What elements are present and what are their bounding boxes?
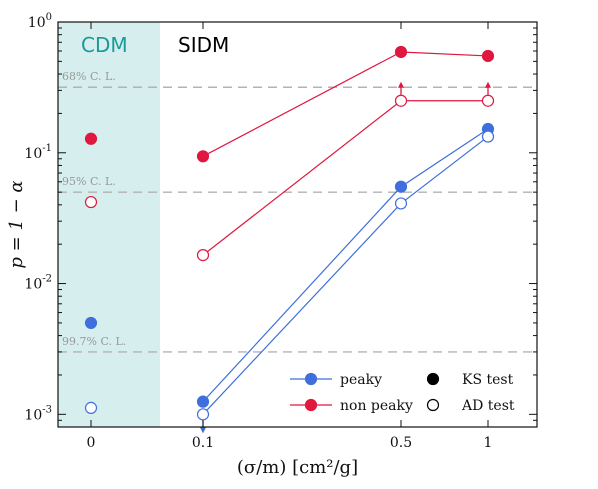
data-point — [84, 195, 98, 209]
legend-label: AD test — [461, 398, 515, 414]
legend-label: peaky — [340, 372, 382, 388]
data-point — [84, 401, 98, 414]
data-point — [394, 45, 408, 59]
x-tick-label: 1 — [484, 435, 493, 451]
y-tick-label: 100 — [28, 12, 52, 31]
region-label-cdm: CDM — [81, 33, 128, 57]
x-tick-label: 0 — [87, 435, 96, 451]
axis-ticks — [58, 21, 537, 428]
lower-limit-arrowhead — [485, 81, 491, 88]
series-lines — [202, 51, 489, 415]
legend-label: KS test — [462, 372, 514, 388]
legend-label: non peaky — [340, 398, 413, 414]
axis-labels: 0 0.1 0.5 1 10-3 10-2 10-1 100 (σ/m) [cm²/g] p = … — [6, 12, 492, 478]
reference-line-label: 95% C. L. — [62, 175, 116, 188]
reference-line-label: 99.7% C. L. — [62, 335, 126, 348]
x-tick-label: 0.5 — [390, 435, 412, 451]
data-point — [394, 94, 408, 107]
data-point — [196, 249, 210, 262]
series-line — [202, 100, 488, 256]
y-tick-label: 10-1 — [24, 143, 52, 162]
upper-limit-arrowhead — [200, 427, 206, 434]
legend-marker — [426, 372, 440, 386]
data-point — [481, 130, 495, 143]
lower-limit-arrowhead — [398, 81, 404, 88]
data-point — [394, 180, 408, 193]
data-point — [84, 132, 98, 145]
plot-frame — [57, 21, 538, 428]
data-point — [481, 94, 495, 107]
legend-marker — [304, 372, 318, 386]
legend: peaky non peaky KS test AD test — [290, 372, 515, 414]
series-line — [202, 51, 489, 157]
region-label-sidm: SIDM — [178, 33, 229, 57]
data-point — [394, 197, 408, 210]
cdm-region-shade — [58, 22, 160, 427]
x-tick-label: 0.1 — [192, 435, 214, 451]
reference-line-label: 68% C. L. — [62, 70, 116, 83]
y-tick-label: 10-3 — [24, 404, 52, 423]
data-point — [84, 316, 98, 330]
data-point — [196, 150, 210, 163]
legend-marker — [304, 398, 318, 412]
legend-marker — [426, 398, 440, 412]
data-point — [481, 49, 495, 63]
data-point — [196, 395, 210, 408]
confidence-level-lines: 68% C. L. 95% C. L. 99.7% C. L. — [58, 70, 537, 353]
y-axis-title: p = 1 − α — [6, 180, 27, 268]
y-tick-label: 10-2 — [24, 274, 52, 293]
data-point — [196, 408, 210, 421]
x-axis-title: (σ/m) [cm²/g] — [237, 457, 358, 478]
data-markers — [84, 45, 495, 434]
